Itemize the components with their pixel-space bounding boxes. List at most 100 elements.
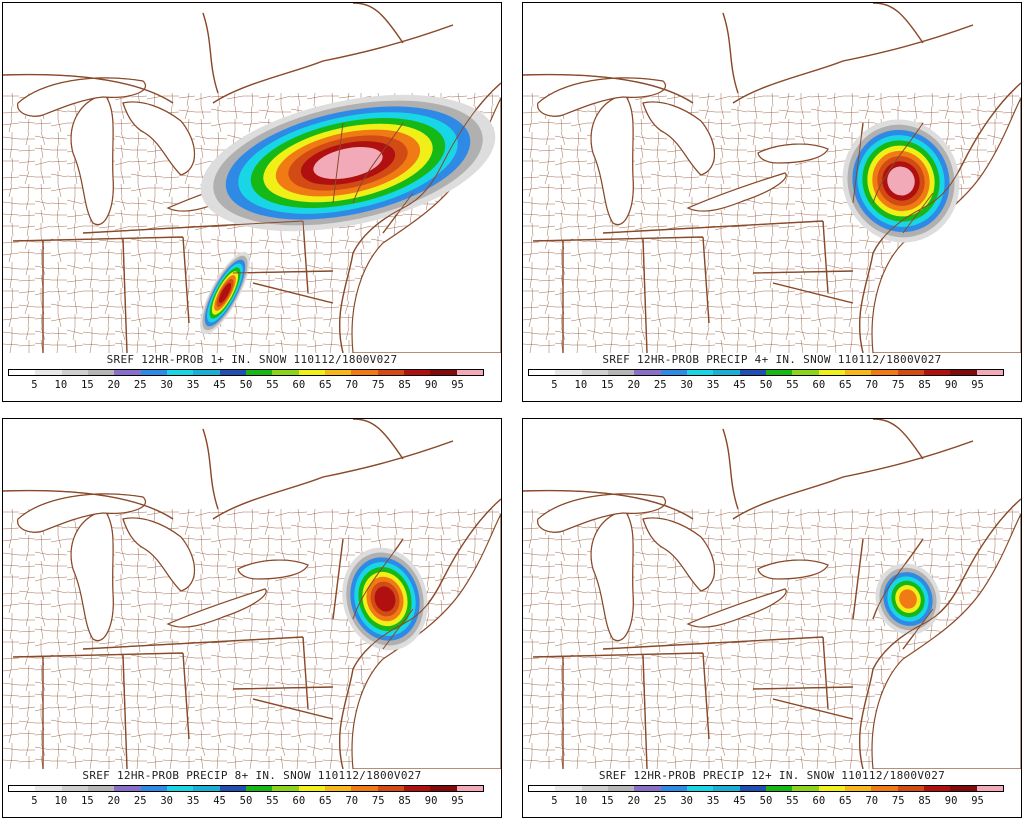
color-scale-swatch bbox=[555, 370, 582, 375]
color-scale-tick-label: 15 bbox=[601, 795, 614, 807]
probability-map bbox=[3, 419, 501, 769]
county-line bbox=[56, 92, 62, 353]
snow-prob-panel-1: SREF 12HR-PROB 1+ IN. SNOW 110112/1800V0… bbox=[2, 2, 502, 402]
county-line bbox=[3, 524, 501, 530]
color-scale-tick-label: 60 bbox=[292, 795, 306, 807]
color-scale-swatch bbox=[950, 786, 977, 791]
snow-probability-area bbox=[200, 94, 496, 232]
color-scale-swatch bbox=[403, 786, 431, 791]
color-scale-tick-label: 20 bbox=[107, 795, 121, 807]
color-scale-tick-label: 65 bbox=[839, 795, 852, 807]
color-scale-tick-label: 65 bbox=[319, 795, 332, 807]
color-scale-tick-label: 45 bbox=[733, 379, 746, 391]
color-scale-swatch bbox=[765, 786, 793, 791]
county-line bbox=[832, 92, 838, 353]
color-scale-tick-label: 5 bbox=[551, 379, 558, 391]
color-scale-swatch bbox=[324, 370, 352, 375]
color-scale-swatch bbox=[581, 370, 608, 375]
border-overlay bbox=[339, 498, 501, 769]
border-overlay bbox=[532, 220, 854, 353]
lake bbox=[590, 510, 634, 642]
lake bbox=[237, 559, 309, 580]
color-scale-swatch bbox=[818, 370, 845, 375]
color-scale-swatch bbox=[456, 370, 483, 375]
county-line bbox=[656, 92, 662, 353]
lake bbox=[686, 172, 787, 212]
border-overlay bbox=[332, 538, 414, 650]
color-scale-swatch bbox=[114, 786, 141, 791]
color-scale-labels: 5 10 15 20 25 30 35 45 50 55 60 65 70 75 85 90 95 bbox=[528, 379, 1004, 393]
color-scale-tick-label: 70 bbox=[865, 795, 879, 807]
color-scale-tick-label: 55 bbox=[786, 795, 799, 807]
probability-contour bbox=[374, 586, 396, 612]
color-scale-tick-label: 70 bbox=[345, 379, 359, 391]
probability-contour bbox=[887, 166, 915, 196]
color-scale-tick-label: 30 bbox=[160, 379, 173, 391]
color-scale-tick-label: 10 bbox=[574, 795, 588, 807]
color-scale-tick-label: 35 bbox=[186, 795, 200, 807]
border-overlay bbox=[859, 82, 1021, 353]
county-line bbox=[640, 509, 646, 769]
border-overlay bbox=[523, 3, 974, 104]
color-scale-swatch bbox=[976, 786, 1003, 791]
border-overlay bbox=[339, 82, 501, 353]
county-line bbox=[800, 509, 806, 769]
color-scale-swatch bbox=[871, 370, 898, 375]
color-scale-swatch bbox=[713, 370, 740, 375]
color-scale-tick-label: 50 bbox=[239, 379, 253, 391]
county-line bbox=[280, 509, 286, 769]
county-line bbox=[200, 509, 206, 769]
probability-contour bbox=[218, 282, 232, 304]
color-scale-tick-label: 25 bbox=[653, 795, 667, 807]
border-overlay bbox=[523, 419, 974, 520]
color-scale-tick-label: 85 bbox=[398, 795, 411, 807]
color-scale-tick-label: 25 bbox=[133, 795, 147, 807]
border-overlay bbox=[852, 122, 934, 234]
color-scale-swatch bbox=[377, 786, 404, 791]
color-scale-swatch bbox=[351, 786, 378, 791]
snow-probability-area bbox=[200, 251, 250, 335]
color-scale-tick-label: 85 bbox=[918, 379, 931, 391]
county-line bbox=[848, 508, 854, 769]
color-scale-tick-label: 30 bbox=[160, 795, 173, 807]
color-scale-tick-label: 10 bbox=[574, 379, 588, 391]
color-scale-swatch bbox=[555, 786, 582, 791]
color-scale-tick-label: 50 bbox=[239, 795, 253, 807]
county-line bbox=[640, 93, 646, 353]
color-scale-swatch bbox=[61, 786, 88, 791]
panel-title: SREF 12HR-PROB PRECIP 12+ IN. SNOW 11011… bbox=[598, 769, 946, 782]
color-scale-tick-label: 95 bbox=[971, 379, 984, 391]
color-scale-tick-label: 60 bbox=[812, 795, 826, 807]
ocean bbox=[871, 513, 1021, 769]
color-scale-swatch bbox=[456, 786, 483, 791]
snow-probability-area bbox=[875, 563, 941, 635]
color-scale-swatch bbox=[686, 370, 714, 375]
color-scale-swatch bbox=[871, 786, 898, 791]
county-line bbox=[136, 508, 142, 769]
color-scale-tick-label: 20 bbox=[627, 795, 641, 807]
ocean bbox=[351, 97, 501, 353]
border-overlay bbox=[532, 636, 854, 769]
probability-contour bbox=[313, 146, 383, 180]
color-scale-tick-label: 65 bbox=[319, 379, 332, 391]
color-scale-tick-label: 60 bbox=[812, 379, 826, 391]
border-overlay bbox=[202, 12, 219, 94]
color-scale-tick-label: 25 bbox=[653, 379, 667, 391]
lake bbox=[757, 143, 829, 164]
county-line bbox=[120, 93, 126, 353]
color-scale-swatch bbox=[844, 370, 872, 375]
county-line bbox=[523, 108, 1021, 114]
color-scale-swatch bbox=[607, 786, 635, 791]
color-scale-tick-label: 70 bbox=[345, 795, 359, 807]
snow-prob-panel-3: SREF 12HR-PROB PRECIP 8+ IN. SNOW 110112… bbox=[2, 418, 502, 818]
color-scale-tick-label: 10 bbox=[54, 379, 68, 391]
county-line bbox=[136, 92, 142, 353]
color-scale-tick-label: 55 bbox=[266, 379, 279, 391]
color-scale-swatch bbox=[377, 370, 404, 375]
color-scale-tick-label: 35 bbox=[706, 379, 720, 391]
county-line bbox=[752, 508, 758, 769]
color-scale-swatch bbox=[686, 786, 714, 791]
color-scale-tick-label: 5 bbox=[31, 379, 38, 391]
county-line bbox=[24, 92, 30, 353]
color-scale-labels: 5 10 15 20 25 30 35 45 50 55 60 65 70 75 85 90 95 bbox=[8, 795, 484, 809]
